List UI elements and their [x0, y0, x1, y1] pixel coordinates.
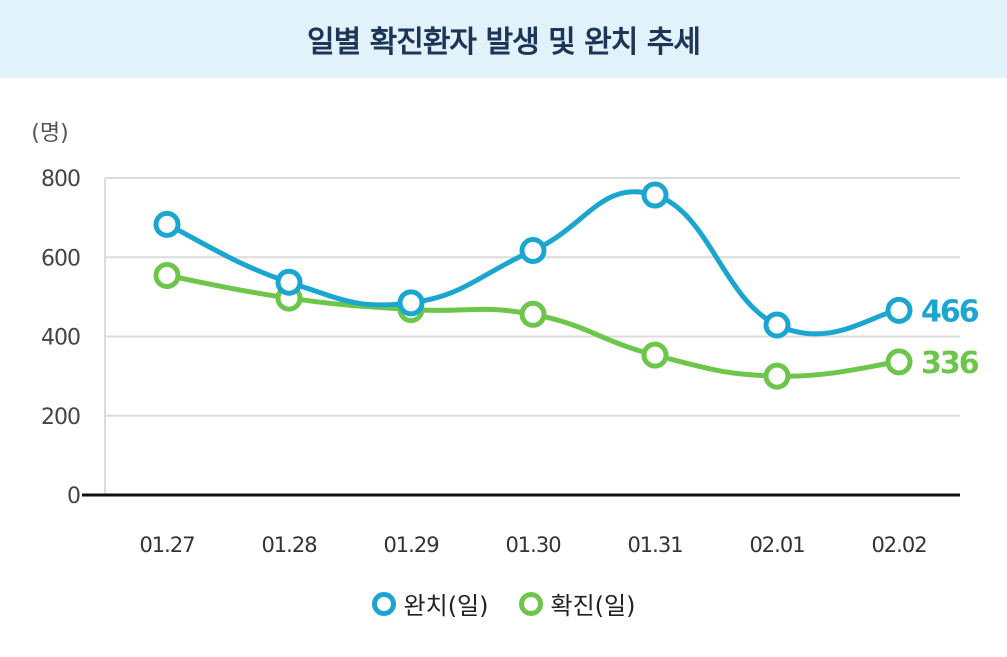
y-axis-label: (명) [31, 121, 68, 146]
legend-label-recovered: 완치(일) [403, 592, 489, 620]
legend-item-recovered[interactable]: 완치(일) [371, 586, 489, 621]
legend-item-confirmed[interactable]: 확진(일) [518, 586, 636, 621]
data-point-confirmed [885, 348, 913, 376]
legend: 완치(일) 확진(일) [0, 586, 1007, 621]
x-tick-label: 02.02 [871, 533, 926, 557]
legend-label-confirmed: 확진(일) [550, 592, 636, 620]
y-tick-label: 200 [41, 405, 80, 430]
y-tick-label: 600 [41, 246, 80, 271]
data-point-confirmed [519, 300, 547, 328]
data-point-recovered [641, 181, 669, 209]
title-bar: 일별 확진환자 발생 및 완치 추세 [0, 0, 1007, 78]
y-tick-label: 0 [67, 484, 80, 509]
data-point-confirmed [763, 362, 791, 390]
x-tick-label: 01.29 [383, 533, 438, 557]
chart-title: 일별 확진환자 발생 및 완치 추세 [306, 25, 701, 60]
x-tick-label: 02.01 [749, 533, 804, 557]
x-tick-label: 01.30 [505, 533, 560, 557]
data-point-recovered [519, 237, 547, 265]
data-point-recovered [763, 311, 791, 339]
line-chart: (명) 0 200 400 600 800 01.27 01.28 01.29 01.30 01.3… [31, 121, 980, 557]
data-point-recovered [153, 210, 181, 238]
x-tick-label: 01.28 [261, 533, 316, 557]
legend-swatch-confirmed [518, 591, 543, 616]
data-point-recovered [397, 289, 425, 317]
end-label-confirmed: 336 [921, 346, 979, 381]
end-label-recovered: 466 [921, 294, 979, 329]
data-point-confirmed [641, 341, 669, 369]
x-tick-label: 01.27 [139, 533, 194, 557]
x-tick-label: 01.31 [627, 533, 682, 557]
y-tick-label: 400 [41, 326, 80, 351]
y-tick-label: 800 [41, 167, 80, 192]
data-point-confirmed [153, 261, 181, 289]
legend-swatch-recovered [371, 591, 396, 616]
data-point-recovered [275, 268, 303, 296]
data-point-recovered [885, 296, 913, 324]
